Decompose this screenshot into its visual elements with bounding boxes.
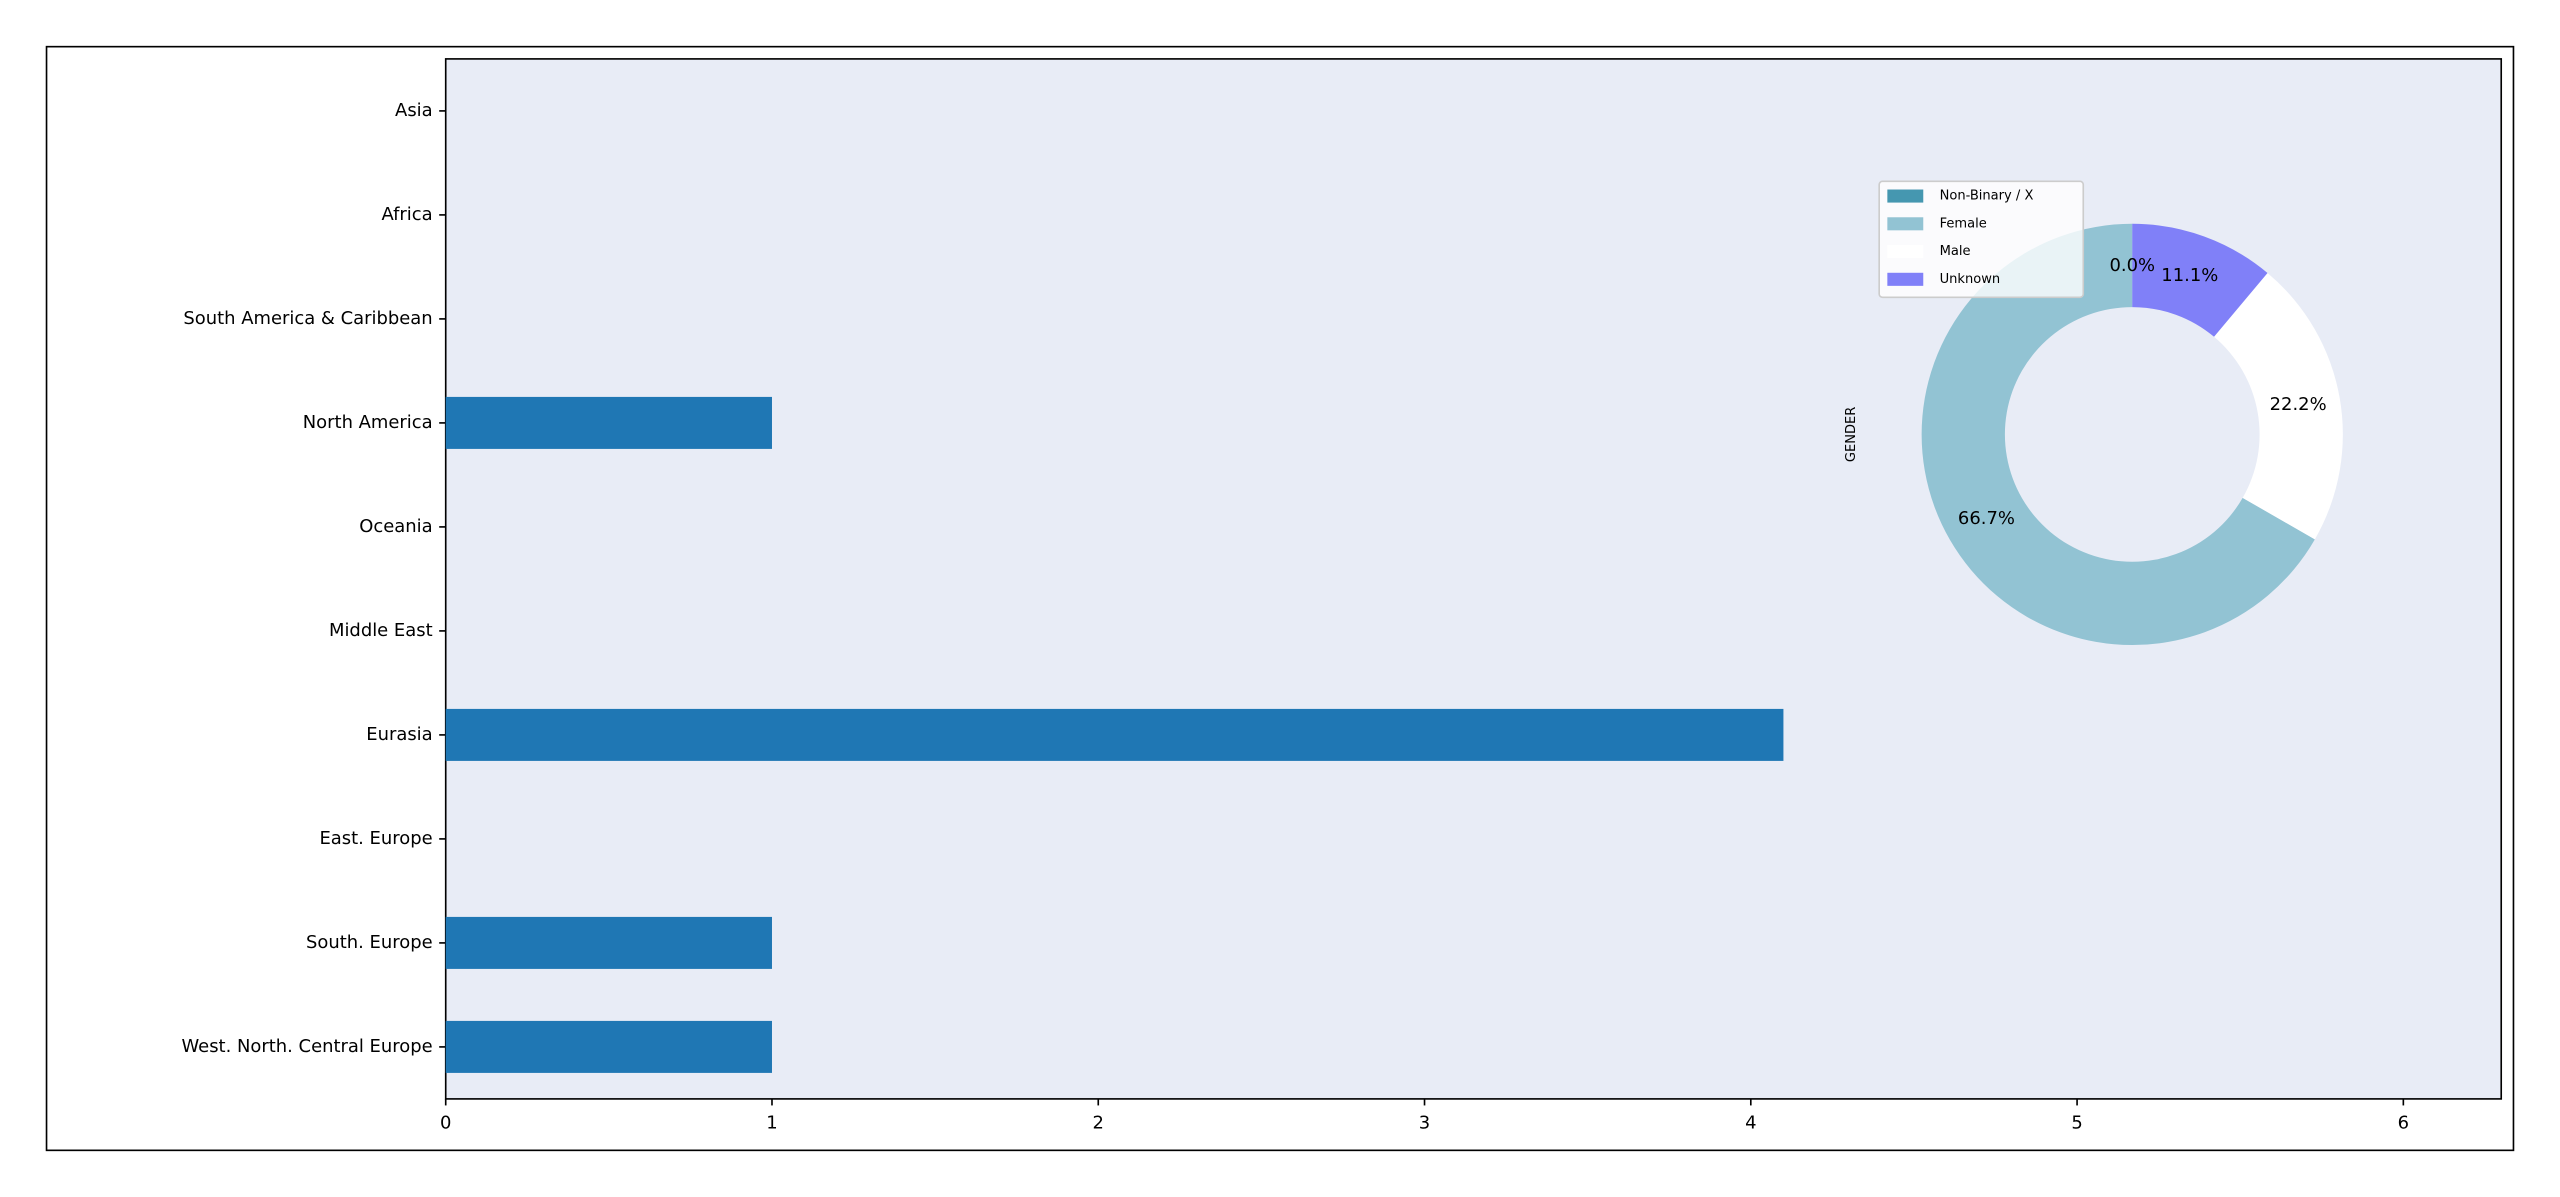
- legend-swatch: [1887, 245, 1924, 259]
- y-axis-label: GENDER: [1844, 407, 1859, 462]
- pie-slice: [1921, 223, 2315, 646]
- y-tick-label: West. North. Central Europe: [181, 1036, 432, 1057]
- marks: 0 1 2 3 4 5 6 Asia Africa South America & Caribbe…: [181, 100, 2409, 1133]
- x-tick-label: 1: [766, 1112, 777, 1133]
- legend-swatch: [1887, 272, 1924, 286]
- x-tick-label: 6: [2398, 1112, 2409, 1133]
- y-tick-label: Asia: [395, 100, 433, 121]
- y-tick-label: Oceania: [359, 516, 432, 537]
- legend-label: Male: [1940, 244, 1971, 259]
- y-tick-label: Middle East: [329, 620, 433, 641]
- legend-label: Female: [1940, 216, 1987, 231]
- y-tick-label: South. Europe: [306, 932, 433, 953]
- y-tick-label: Africa: [381, 204, 432, 225]
- legend-swatch: [1887, 217, 1924, 231]
- bar: [445, 1020, 772, 1073]
- pie-slice: [2132, 223, 2268, 337]
- x-tick-label: 4: [1745, 1112, 1756, 1133]
- y-tick-label: South America & Caribbean: [183, 308, 432, 329]
- bar: [445, 708, 1784, 761]
- legend-label: Non-Binary / X: [1940, 189, 2034, 204]
- bar: [445, 396, 772, 449]
- x-tick-label: 3: [1419, 1112, 1430, 1133]
- y-tick-label: East. Europe: [319, 828, 432, 849]
- pie-label: 22.2%: [2270, 394, 2327, 415]
- pie-label: 11.1%: [2161, 265, 2218, 286]
- pie-label: 0.0%: [2109, 255, 2155, 276]
- legend-label: Unknown: [1940, 272, 2001, 287]
- bar: [445, 916, 772, 969]
- x-tick-label: 0: [440, 1112, 451, 1133]
- pie-slice: [2214, 272, 2343, 540]
- legend-box: [1878, 180, 2085, 299]
- y-tick-label: Eurasia: [366, 724, 432, 745]
- x-tick-label: 2: [1093, 1112, 1104, 1133]
- pie-label: 66.7%: [1958, 508, 2015, 529]
- legend-swatch: [1887, 189, 1924, 203]
- x-tick-label: 5: [2071, 1112, 2082, 1133]
- y-tick-label: North America: [303, 412, 433, 433]
